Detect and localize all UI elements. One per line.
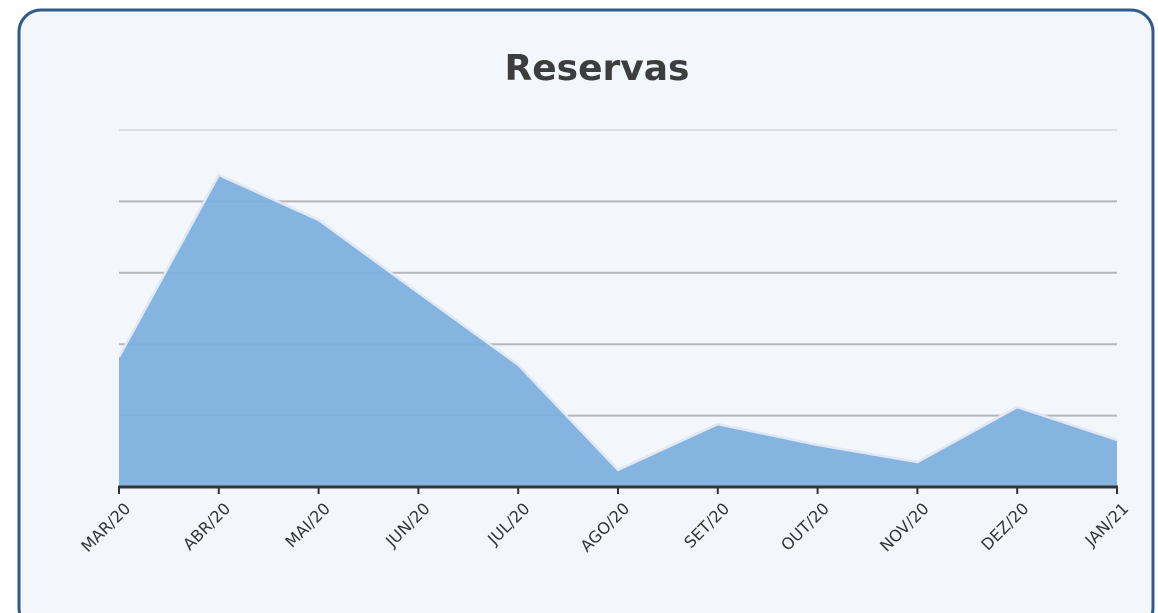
area-line: [117, 173, 1118, 472]
chart-title: Reservas: [505, 48, 690, 89]
area: [119, 174, 1117, 487]
